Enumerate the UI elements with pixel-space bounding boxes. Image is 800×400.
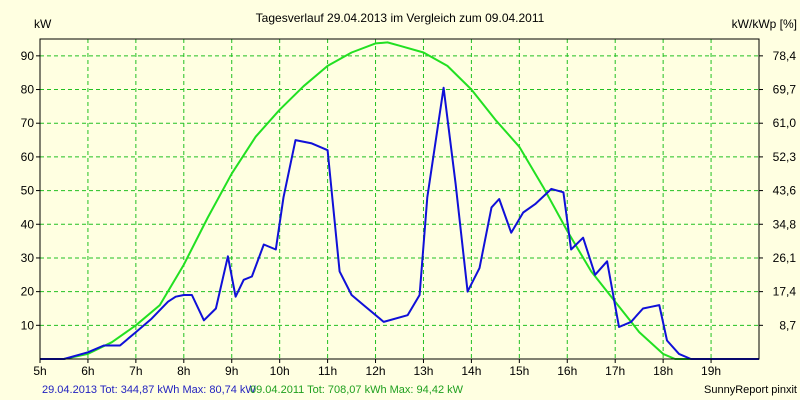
axis-ticks: 5h 6h 7h 8h 9h 10h 11h 12h 13h 14h 15h 16h 17h 18h 19h… (21, 49, 797, 378)
y-tick-label-right: 34,8 (773, 217, 797, 231)
grid (39, 39, 759, 359)
y-tick-label-right: 78,4 (773, 49, 797, 63)
series-line-09-04-2011 (40, 41, 759, 360)
y-tick-label-left: 60 (21, 150, 35, 164)
series-line-29-04-2013 (40, 86, 759, 360)
y-tick-label-left: 90 (21, 49, 35, 63)
y-tick-label-right: 43,6 (773, 184, 797, 198)
x-tick-label: 19h (701, 364, 721, 378)
x-tick-label: 14h (461, 364, 481, 378)
series-group (40, 41, 759, 360)
y-tick-label-left: 10 (21, 318, 35, 332)
x-tick-label: 16h (557, 364, 577, 378)
x-tick-label: 5h (33, 364, 46, 378)
x-tick-label: 15h (509, 364, 529, 378)
x-tick-label: 17h (605, 364, 625, 378)
x-tick-label: 9h (225, 364, 238, 378)
y-tick-label-left: 30 (21, 251, 35, 265)
y-axis-right-label: kW/kWp [%] (732, 17, 797, 31)
x-tick-label: 18h (653, 364, 673, 378)
y-tick-label-right: 8,7 (779, 318, 796, 332)
y-tick-label-left: 80 (21, 83, 35, 97)
footer-series-2-summary: 09.04.2011 Tot: 708,07 kWh Max: 94,42 kW (250, 384, 464, 396)
y-tick-label-right: 61,0 (773, 116, 797, 130)
y-tick-label-right: 69,7 (773, 83, 797, 97)
plot-frame (39, 38, 760, 360)
x-tick-label: 13h (413, 364, 433, 378)
x-tick-label: 6h (81, 364, 94, 378)
x-tick-label: 11h (318, 364, 337, 378)
footer-series-1-summary: 29.04.2013 Tot: 344,87 kWh Max: 80,74 kW (42, 384, 256, 396)
y-tick-label-right: 52,3 (773, 150, 797, 164)
x-tick-label: 12h (366, 364, 386, 378)
y-tick-label-left: 70 (21, 116, 35, 130)
y-tick-label-left: 50 (21, 184, 35, 198)
y-tick-label-right: 17,4 (773, 285, 797, 299)
y-tick-label-left: 20 (21, 285, 35, 299)
x-tick-label: 8h (177, 364, 190, 378)
y-tick-label-left: 40 (21, 217, 35, 231)
y-tick-label-right: 26,1 (773, 251, 797, 265)
x-tick-label: 7h (129, 364, 142, 378)
chart-title: Tagesverlauf 29.04.2013 im Vergleich zum… (256, 11, 545, 25)
x-tick-label: 10h (270, 364, 290, 378)
footer-credit: SunnyReport pinxit (704, 384, 797, 396)
y-axis-left-label: kW (34, 17, 52, 31)
